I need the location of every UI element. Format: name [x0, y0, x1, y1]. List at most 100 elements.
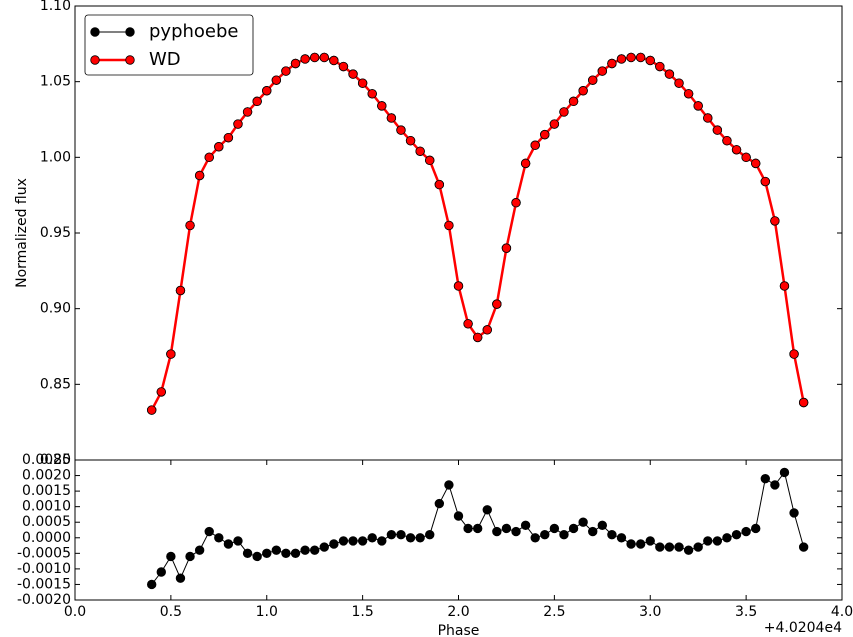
data-point	[434, 179, 445, 190]
x-tick-label: 3.0	[639, 604, 661, 620]
data-point	[425, 529, 435, 540]
data-point	[568, 96, 579, 107]
plot-area	[75, 6, 842, 460]
y-tick-label: 0.0020	[22, 468, 71, 484]
data-point	[722, 135, 732, 146]
data-point	[453, 281, 464, 291]
x-tick-label: 2.0	[447, 604, 469, 620]
data-point	[271, 545, 282, 555]
data-point	[281, 66, 291, 76]
data-point	[185, 220, 195, 231]
data-point	[674, 542, 684, 552]
data-point	[300, 54, 310, 64]
y-tick-label: -0.0010	[17, 561, 71, 577]
y-tick-label: 1.10	[40, 0, 71, 14]
data-point	[348, 69, 358, 79]
y-tick-label: 0.0025	[22, 452, 71, 468]
data-point	[626, 52, 636, 63]
data-point	[578, 517, 588, 527]
y-tick-label: 0.0010	[22, 499, 71, 515]
axes-frame	[74, 459, 843, 601]
data-point	[530, 533, 540, 543]
data-point	[798, 397, 809, 408]
data-point	[540, 129, 550, 140]
data-point	[741, 152, 751, 163]
data-point	[329, 55, 339, 66]
x-tick-label: 0.5	[160, 604, 182, 620]
data-point	[760, 473, 771, 484]
data-point	[309, 52, 320, 63]
data-point	[789, 349, 799, 359]
data-point	[214, 142, 224, 152]
data-point	[329, 539, 339, 549]
x-axis-label: Phase	[438, 623, 480, 637]
data-point	[463, 319, 473, 329]
data-point	[415, 533, 425, 543]
data-point	[175, 573, 186, 583]
data-point	[645, 55, 655, 66]
data-point	[703, 536, 713, 546]
data-point	[683, 545, 694, 555]
x-offset-label: +4.0204e4	[764, 620, 842, 636]
data-point	[252, 96, 262, 107]
data-point	[204, 152, 214, 163]
data-point	[520, 520, 531, 531]
data-point	[166, 551, 176, 562]
data-point	[520, 158, 531, 169]
data-point	[693, 101, 703, 111]
data-point	[770, 216, 780, 226]
data-point	[290, 548, 301, 559]
data-point	[607, 529, 617, 540]
data-point	[262, 548, 272, 559]
data-point	[607, 58, 617, 69]
data-point	[156, 567, 166, 577]
data-point	[444, 220, 454, 231]
x-tick-label: 1.0	[256, 604, 278, 620]
data-point	[396, 529, 406, 540]
data-point	[444, 480, 454, 490]
data-point	[146, 405, 157, 415]
data-point	[540, 529, 550, 540]
legend-label: WD	[149, 49, 181, 70]
data-point	[472, 332, 483, 343]
data-point	[760, 176, 771, 187]
data-point	[501, 523, 512, 534]
data-point	[616, 54, 627, 64]
x-tick-label: 4.0	[831, 604, 853, 620]
data-point	[463, 523, 473, 534]
y-tick-label: -0.0015	[17, 576, 71, 592]
data-point	[338, 61, 349, 72]
y-tick-label: 0.80	[40, 452, 71, 468]
data-point	[386, 529, 397, 540]
data-point	[626, 539, 636, 549]
data-point	[242, 548, 253, 559]
data-point	[751, 158, 761, 169]
legend-marker	[125, 27, 135, 37]
data-point	[683, 89, 694, 99]
data-point	[492, 526, 502, 537]
data-point	[185, 551, 195, 562]
data-point	[156, 387, 166, 397]
data-point	[645, 536, 655, 546]
y-tick-label: 0.0015	[22, 483, 71, 499]
data-point	[741, 526, 751, 537]
data-point	[588, 75, 598, 85]
data-point	[789, 508, 799, 518]
data-point	[319, 542, 329, 552]
data-point	[655, 542, 665, 552]
y-tick-label: 1.05	[40, 74, 71, 90]
x-tick-label: 3.5	[735, 604, 757, 620]
data-point	[549, 119, 560, 129]
data-point	[779, 281, 790, 291]
data-point	[214, 533, 224, 543]
data-point	[751, 523, 761, 534]
data-point	[635, 539, 646, 549]
x-tick-label: 2.5	[543, 604, 565, 620]
data-point	[405, 135, 416, 146]
data-point	[530, 140, 540, 150]
legend-marker	[90, 55, 100, 65]
data-point	[386, 113, 397, 123]
data-point	[309, 545, 320, 555]
data-point	[367, 533, 377, 543]
